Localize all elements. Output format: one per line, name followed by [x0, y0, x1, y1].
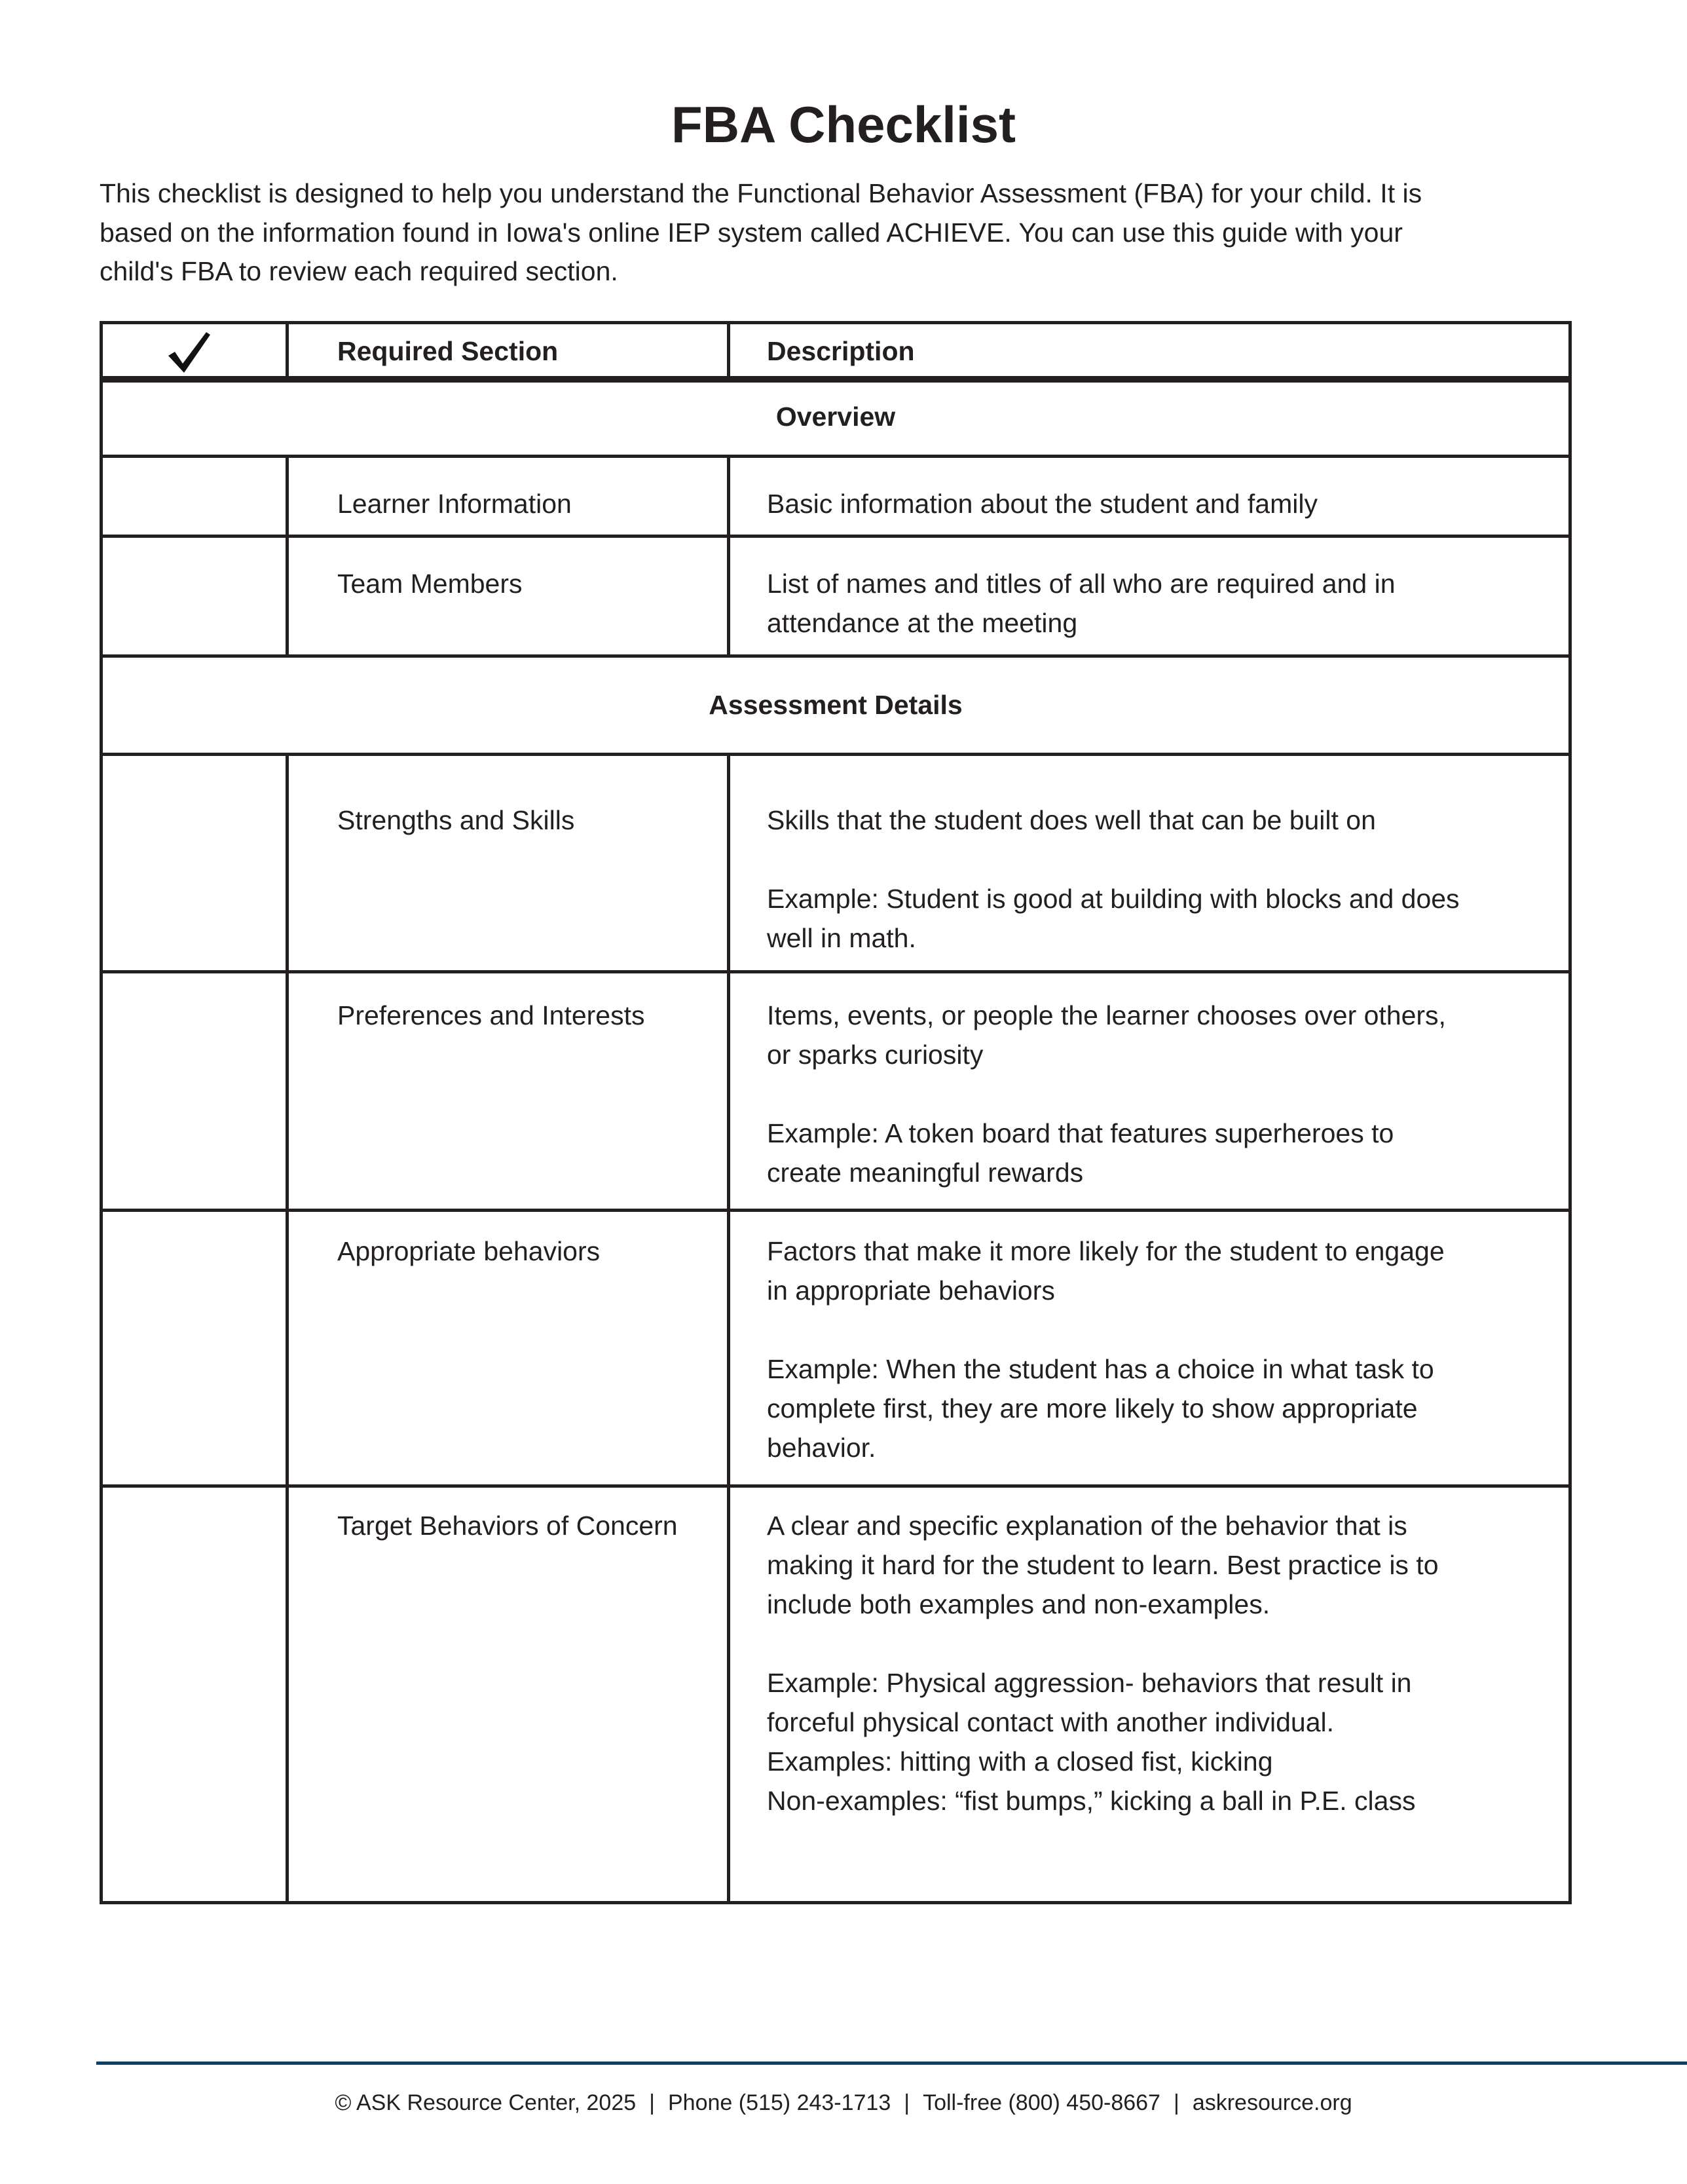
description-line: complete first, they are more likely to …: [767, 1393, 1418, 1423]
section-row: Assessment Details: [100, 654, 1572, 756]
footer: © ASK Resource Center, 2025 | Phone (515) …: [0, 2088, 1687, 2117]
description-line: or sparks curiosity: [767, 1040, 984, 1070]
footer-phone: Phone (515) 243-1713: [667, 2090, 891, 2115]
description-line: Skills that the student does well that c…: [767, 805, 1376, 835]
intro-line: child's FBA to review each required sect…: [100, 256, 618, 286]
table-row: Team Members List of names and titles of …: [100, 535, 1572, 658]
required-section-cell: Strengths and Skills: [286, 756, 727, 970]
required-section-cell: Team Members: [286, 538, 727, 654]
required-section-label: Appropriate behaviors: [337, 1236, 601, 1266]
required-section-label: Strengths and Skills: [337, 805, 575, 835]
required-section-label: Target Behaviors of Concern: [337, 1511, 678, 1541]
checkbox-cell[interactable]: [103, 1488, 286, 1901]
footer-tollfree: Toll-free (800) 450-8667: [923, 2090, 1160, 2115]
intro-line: based on the information found in Iowa's…: [100, 217, 1403, 248]
checkbox-cell[interactable]: [103, 1212, 286, 1484]
table-row: Preferences and Interests Items, events, …: [100, 970, 1572, 1212]
description-line: Basic information about the student and …: [767, 489, 1318, 519]
paragraph-gap: [767, 1624, 1568, 1663]
required-section-label: Preferences and Interests: [337, 1000, 645, 1030]
description-cell: Factors that make it more likely for the…: [727, 1212, 1568, 1484]
footer-separator: |: [649, 2090, 655, 2115]
footer-rule: [96, 2062, 1687, 2065]
description-line: A clear and specific explanation of the …: [767, 1511, 1407, 1541]
intro-paragraph: This checklist is designed to help you u…: [100, 174, 1422, 292]
description-line: Non-examples: “fist bumps,” kicking a ba…: [767, 1786, 1416, 1816]
required-section-cell: Target Behaviors of Concern: [286, 1488, 727, 1901]
required-section-cell: Learner Information: [286, 458, 727, 535]
page-title: FBA Checklist: [671, 96, 1016, 153]
table-row: Strengths and Skills Skills that the stud…: [100, 753, 1572, 973]
section-row: Overview: [100, 376, 1572, 458]
required-section-header-label: Required Section: [337, 336, 559, 366]
footer-separator: |: [1173, 2090, 1179, 2115]
description-line: List of names and titles of all who are …: [767, 569, 1396, 599]
section-heading: Assessment Details: [709, 690, 963, 720]
description-cell: Items, events, or people the learner cho…: [727, 973, 1568, 1209]
intro-line: This checklist is designed to help you u…: [100, 178, 1422, 208]
description-line: Example: A token board that features sup…: [767, 1118, 1394, 1148]
description-cell: Basic information about the student and …: [727, 458, 1568, 535]
description-line: well in math.: [767, 923, 916, 953]
required-section-cell: Preferences and Interests: [286, 973, 727, 1209]
table-row: Learner Information Basic information abo…: [100, 455, 1572, 538]
check-column-header: [103, 324, 286, 379]
description-line: Items, events, or people the learner cho…: [767, 1000, 1446, 1030]
description-line: in appropriate behaviors: [767, 1275, 1055, 1306]
footer-copyright: © ASK Resource Center, 2025: [335, 2090, 637, 2115]
description-line: behavior.: [767, 1433, 876, 1463]
checkbox-cell[interactable]: [103, 756, 286, 970]
section-heading: Overview: [775, 402, 896, 432]
description-line: Example: Physical aggression- behaviors …: [767, 1668, 1412, 1698]
required-section-header: Required Section: [286, 324, 727, 379]
checkmark-icon: [168, 332, 210, 373]
footer-website-link[interactable]: askresource.org: [1192, 2090, 1352, 2115]
description-line: Example: Student is good at building wit…: [767, 884, 1460, 914]
description-line: create meaningful rewards: [767, 1158, 1084, 1188]
footer-separator: |: [904, 2090, 910, 2115]
description-header: Description: [727, 324, 1568, 379]
required-section-label: Team Members: [337, 569, 523, 599]
description-cell: A clear and specific explanation of the …: [727, 1488, 1568, 1901]
required-section-label: Learner Information: [337, 489, 572, 519]
description-header-label: Description: [767, 336, 915, 366]
paragraph-gap: [767, 1310, 1568, 1349]
paragraph-gap: [767, 840, 1568, 879]
checkbox-cell[interactable]: [103, 538, 286, 654]
checkbox-cell[interactable]: [103, 973, 286, 1209]
description-line: attendance at the meeting: [767, 608, 1078, 638]
table-header-row: Required Section Description: [100, 321, 1572, 383]
description-line: Example: When the student has a choice i…: [767, 1354, 1434, 1384]
checkbox-cell[interactable]: [103, 458, 286, 535]
table-row: Target Behaviors of Concern A clear and s…: [100, 1484, 1572, 1904]
description-line: making it hard for the student to learn.…: [767, 1550, 1439, 1580]
description-line: include both examples and non-examples.: [767, 1589, 1270, 1619]
description-cell: Skills that the student does well that c…: [727, 756, 1568, 970]
description-cell: List of names and titles of all who are …: [727, 538, 1568, 654]
description-line: Examples: hitting with a closed fist, ki…: [767, 1746, 1273, 1777]
required-section-cell: Appropriate behaviors: [286, 1212, 727, 1484]
table-row: Appropriate behaviors Factors that make i…: [100, 1209, 1572, 1488]
description-line: Factors that make it more likely for the…: [767, 1236, 1445, 1266]
paragraph-gap: [767, 1074, 1568, 1114]
description-line: forceful physical contact with another i…: [767, 1707, 1335, 1737]
